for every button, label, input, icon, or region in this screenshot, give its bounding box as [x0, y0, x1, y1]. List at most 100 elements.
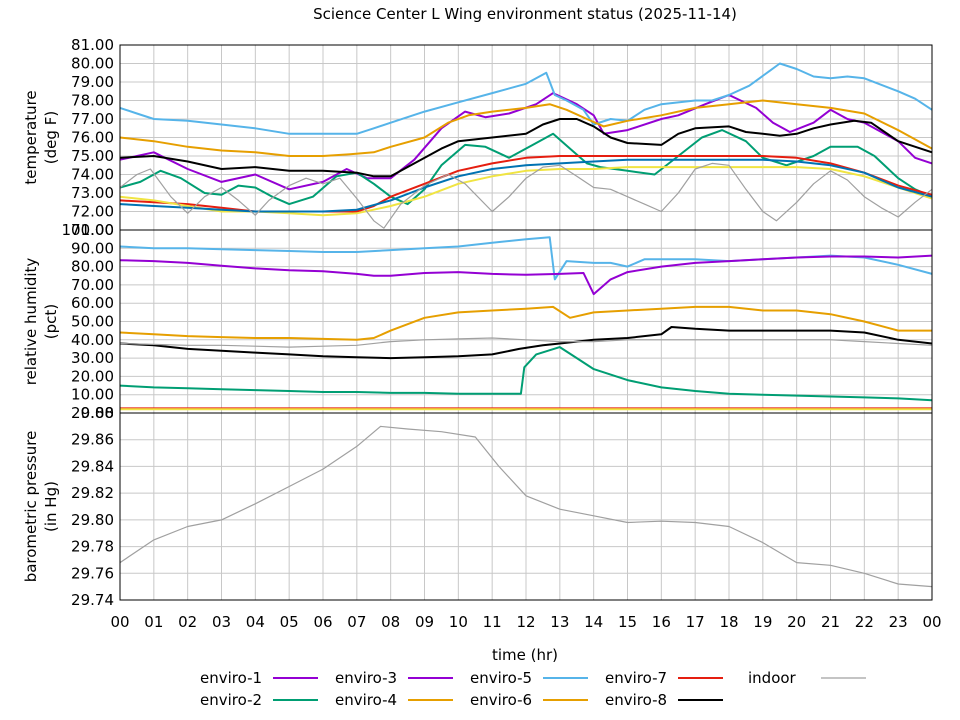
legend-item-enviro-2: enviro-2: [200, 691, 318, 709]
legend-label: enviro-4: [335, 691, 397, 709]
legend: enviro-1 enviro-2 enviro-3 enviro-4 enviro-5…: [200, 669, 866, 709]
x-tick-label: 09: [415, 613, 434, 631]
legend-label: enviro-7: [605, 669, 667, 687]
legend-item-enviro-1: enviro-1: [200, 669, 318, 687]
series-line-enviro-6: [119, 99, 933, 157]
x-tick-label: 10: [449, 613, 468, 631]
x-ticks: 00 01 02 03 04 05 06 07 08 09 10 11 12 13 14 15 16 17 18 19…: [110, 613, 941, 631]
y-tick-label: 10.00: [71, 386, 114, 404]
x-tick-label: 12: [516, 613, 535, 631]
x-tick-label: 17: [686, 613, 705, 631]
y-tick-label: 73.00: [71, 184, 114, 202]
series-line-indoor: [119, 162, 933, 229]
series-line-enviro-8-black: [119, 326, 933, 360]
y-axis-label: barometric pressure: [22, 431, 40, 583]
y-tick-label: 29.82: [71, 484, 114, 502]
x-tick-label: 00: [922, 613, 941, 631]
legend-label: enviro-5: [470, 669, 532, 687]
x-tick-label: 03: [212, 613, 231, 631]
x-tick-label: 01: [144, 613, 163, 631]
y-tick-label: 29.76: [71, 564, 114, 582]
y-tick-label: 60.00: [71, 294, 114, 312]
y-tick-label: 29.74: [71, 591, 114, 609]
x-tick-label: 18: [719, 613, 738, 631]
legend-label: enviro-3: [335, 669, 397, 687]
y-tick-label: 29.84: [71, 457, 114, 475]
y-tick-label: 0.00: [81, 404, 114, 422]
legend-label: indoor: [748, 669, 797, 687]
legend-item-enviro-7: enviro-7: [605, 669, 723, 687]
y-tick-label: 75.00: [71, 147, 114, 165]
y-axis-label: relative humidity: [22, 258, 40, 386]
y-axis-label: (deg F): [42, 111, 60, 164]
x-tick-label: 04: [246, 613, 265, 631]
x-tick-label: 05: [280, 613, 299, 631]
y-tick-label: 100.00: [62, 221, 115, 239]
x-tick-label: 20: [787, 613, 806, 631]
series-line-enviro-1: [119, 254, 933, 296]
y-axis-label: temperature: [22, 90, 40, 184]
y-tick-label: 80.00: [71, 258, 114, 276]
legend-item-enviro-3: enviro-3: [335, 669, 453, 687]
x-tick-label: 07: [347, 613, 366, 631]
chart-title: Science Center L Wing environment status…: [313, 5, 737, 23]
series-line-enviro-8-black: [119, 118, 933, 178]
y-tick-label: 29.78: [71, 538, 114, 556]
series-line-enviro-2: [119, 346, 933, 402]
legend-label: enviro-8: [605, 691, 667, 709]
y-tick-label: 71.00: [71, 221, 114, 239]
x-tick-label: 11: [483, 613, 502, 631]
panel-temperature: 71.0072.0073.0074.0075.0076.0077.0078.00…: [22, 36, 933, 239]
legend-label: enviro-6: [470, 691, 532, 709]
y-tick-label: 76.00: [71, 129, 114, 147]
legend-label: enviro-2: [200, 691, 262, 709]
series-line-indoor: [119, 425, 933, 588]
x-tick-label: 06: [313, 613, 332, 631]
plot-frame: [119, 412, 933, 601]
x-tick-label: 08: [381, 613, 400, 631]
series-line-enviro-6: [119, 305, 932, 341]
legend-label: enviro-1: [200, 669, 262, 687]
series-line-indoor: [119, 337, 933, 348]
y-axis-label: (in Hg): [42, 481, 60, 532]
x-tick-label: 23: [889, 613, 908, 631]
x-tick-label: 13: [550, 613, 569, 631]
series-line-enviro-8: [119, 158, 933, 213]
series-line-enviro-5: [119, 62, 933, 135]
legend-item-enviro-5: enviro-5: [470, 669, 588, 687]
y-tick-label: 79.00: [71, 73, 114, 91]
y-tick-label: 29.88: [71, 404, 114, 422]
y-tick-label: 74.00: [71, 166, 114, 184]
x-tick-label: 16: [652, 613, 671, 631]
y-tick-label: 30.00: [71, 349, 114, 367]
y-tick-label: 90.00: [71, 239, 114, 257]
chart-panels: 71.0072.0073.0074.0075.0076.0077.0078.00…: [22, 36, 942, 631]
legend-item-indoor: indoor: [748, 669, 866, 687]
y-tick-label: 72.00: [71, 203, 114, 221]
y-tick-label: 77.00: [71, 110, 114, 128]
y-tick-label: 40.00: [71, 331, 114, 349]
panel-pressure: 29.74 29.76 29.78 29.80 29.82 29.84 29.86 29.88…: [22, 404, 933, 609]
y-tick-label: 70.00: [71, 276, 114, 294]
y-tick-label: 81.00: [71, 36, 114, 54]
x-axis-label: time (hr): [492, 646, 558, 664]
x-tick-label: 15: [618, 613, 637, 631]
x-tick-label: 14: [584, 613, 603, 631]
legend-item-enviro-6: enviro-6: [470, 691, 588, 709]
x-tick-label: 22: [855, 613, 874, 631]
legend-item-enviro-8: enviro-8: [605, 691, 723, 709]
y-tick-label: 29.86: [71, 431, 114, 449]
y-tick-label: 78.00: [71, 92, 114, 110]
y-tick-label: 50.00: [71, 313, 114, 331]
panel-humidity: 0.0010.0020.0030.0040.0050.0060.0070.008…: [22, 221, 933, 422]
legend-item-enviro-4: enviro-4: [335, 691, 453, 709]
series-line-enviro-1: [119, 92, 933, 191]
x-tick-label: 19: [753, 613, 772, 631]
x-tick-label: 02: [178, 613, 197, 631]
x-tick-label: 00: [110, 613, 129, 631]
x-tick-label: 21: [821, 613, 840, 631]
y-tick-label: 80.00: [71, 55, 114, 73]
y-axis-label: (pct): [42, 304, 60, 339]
y-tick-label: 20.00: [71, 367, 114, 385]
